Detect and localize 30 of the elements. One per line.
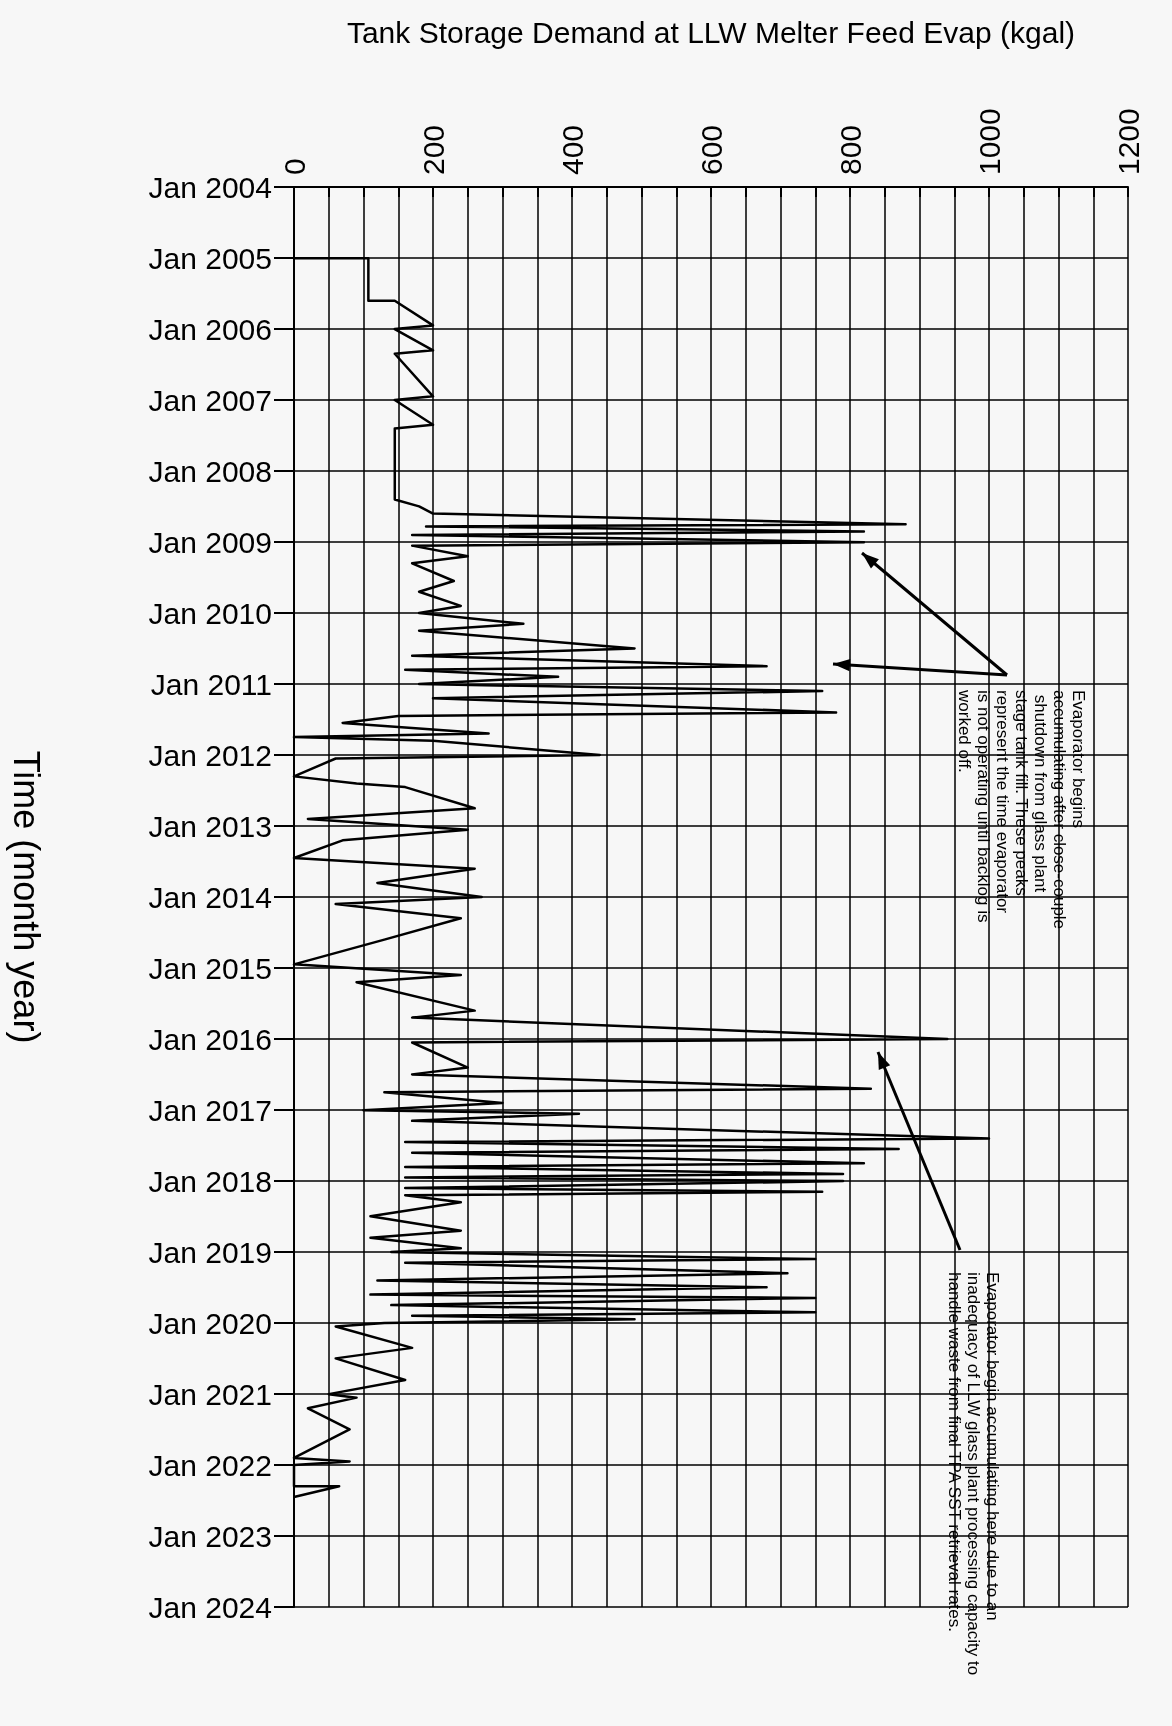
x-tick-label: 0 xyxy=(277,158,311,175)
y-tick-label: Jan 2007 xyxy=(148,383,272,417)
x-tick-label: 1200 xyxy=(1111,108,1145,175)
y-axis-title: Time (month year) xyxy=(5,750,47,1044)
x-tick-label: 200 xyxy=(416,124,450,175)
y-tick-label: Jan 2017 xyxy=(148,1093,272,1127)
y-tick-label: Jan 2010 xyxy=(148,596,272,630)
y-tick-label: Jan 2006 xyxy=(148,312,272,346)
x-tick-label: 1000 xyxy=(972,108,1006,175)
y-tick-label: Jan 2009 xyxy=(148,525,272,559)
y-tick-label: Jan 2019 xyxy=(148,1235,272,1269)
y-tick-label: Jan 2021 xyxy=(148,1377,272,1411)
y-tick-label: Jan 2018 xyxy=(148,1164,272,1198)
y-tick-label: Jan 2020 xyxy=(148,1306,272,1340)
x-tick-label: 400 xyxy=(555,124,589,175)
y-tick-label: Jan 2011 xyxy=(150,667,272,701)
y-tick-label: Jan 2022 xyxy=(148,1448,272,1482)
y-tick-label: Jan 2015 xyxy=(148,951,272,985)
y-tick-label: Jan 2012 xyxy=(148,738,272,772)
x-axis-title: Tank Storage Demand at LLW Melter Feed Evap (kgal) xyxy=(346,15,1076,49)
y-tick-label: Jan 2014 xyxy=(148,880,272,914)
y-tick-label: Jan 2005 xyxy=(148,241,272,275)
x-tick-label: 600 xyxy=(694,124,728,175)
y-tick-label: Jan 2023 xyxy=(148,1519,272,1553)
y-tick-label: Jan 2004 xyxy=(148,170,272,204)
y-tick-label: Jan 2008 xyxy=(148,454,272,488)
x-tick-label: 800 xyxy=(833,124,867,175)
y-tick-label: Jan 2013 xyxy=(148,809,272,843)
y-tick-label: Jan 2024 xyxy=(148,1590,272,1624)
y-tick-label: Jan 2016 xyxy=(148,1022,272,1056)
